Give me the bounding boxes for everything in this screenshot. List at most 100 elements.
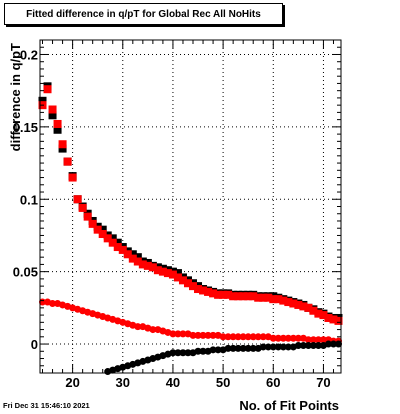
data-point-circle [309,336,317,344]
data-point-square [264,293,273,302]
data-point-square [183,279,192,288]
data-point-square [304,303,313,312]
data-point-square [133,253,142,262]
data-point-square [143,261,152,270]
data-point-circle [214,346,222,354]
data-point-circle [174,330,182,338]
data-point-square [334,316,343,325]
data-point-square [48,105,57,114]
data-point-square [219,290,228,299]
data-point-circle [249,333,257,341]
data-point-square [48,111,57,120]
x-tick-label: 40 [166,375,180,390]
data-point-square [58,140,67,149]
data-point-square [173,273,182,282]
data-point-square [123,250,132,259]
data-point-circle [239,333,247,341]
data-point-circle [314,341,322,349]
data-point-square [239,292,248,301]
x-tick-label: 50 [216,375,230,390]
data-point-circle [199,331,207,339]
data-point-circle [209,346,217,354]
data-point-circle [209,331,217,339]
data-point-square [194,285,203,294]
data-point-circle [169,330,177,338]
data-point-square [68,173,77,182]
data-point-circle [194,347,202,355]
data-point-square [103,234,112,243]
data-point-circle [254,333,262,341]
y-tick-label: 0.05 [13,265,38,280]
data-point-square [229,292,238,301]
data-point-square [118,245,127,254]
data-point-circle [319,336,327,344]
data-point-circle [304,336,312,344]
data-point-circle [194,331,202,339]
data-point-square [173,269,182,278]
data-point-circle [304,341,312,349]
data-point-square [309,306,318,315]
data-point-circle [274,334,282,342]
x-tick-label: 70 [316,375,330,390]
data-point-square [244,292,253,301]
data-point-square [133,257,142,266]
data-point-square [199,286,208,295]
data-point-square [43,85,52,94]
data-point-square [148,263,157,272]
data-point-square [269,295,278,304]
data-point-square [168,270,177,279]
x-tick-label: 60 [266,375,280,390]
axis-ticks: 20 30 40 50 60 70 0 0.05 0.1 0.15 0.2 [13,39,341,390]
data-point-square [73,195,82,204]
data-point-circle [234,333,242,341]
data-point-square [63,157,72,166]
data-point-circle [244,344,252,352]
data-point-square [108,238,117,247]
x-axis-title: No. of Fit Points [239,398,339,413]
data-point-circle [234,344,242,352]
x-tick-label: 30 [116,375,130,390]
data-point-circle [289,334,297,342]
data-point-circle [239,344,247,352]
data-point-circle [324,340,332,348]
data-point-square [279,296,288,305]
data-point-circle [249,344,257,352]
data-point-square [284,298,293,307]
data-point-circle [299,341,307,349]
data-point-circle [49,300,57,308]
data-point-circle [179,330,187,338]
data-point-square [38,96,47,105]
data-point-circle [294,334,302,342]
data-point-circle [279,343,287,351]
timestamp: Fri Dec 31 15:46:10 2021 [3,401,90,410]
data-point-circle [134,323,142,331]
data-point-square [178,276,187,285]
data-point-square [113,243,122,252]
data-point-square [294,300,303,309]
data-point-circle [274,343,282,351]
data-point-circle [219,333,227,341]
data-point-circle [279,334,287,342]
y-tick-label: 0 [31,337,38,352]
data-point-circle [204,331,212,339]
data-point-circle [229,344,237,352]
data-point-square [204,287,213,296]
data-point-square [93,225,102,234]
data-point-square [299,302,308,311]
data-point-circle [199,347,207,355]
data-point-square [113,238,122,247]
y-axis-title: difference in q/pT [8,43,23,151]
data-point-circle [269,334,277,342]
data-point-square [259,293,268,302]
data-point-square [78,203,87,212]
data-point-square [138,260,147,269]
data-point-square [58,144,67,153]
chart-title-box: Fitted difference in q/pT for Global Rec… [4,3,283,25]
y-tick-label: 0.1 [20,192,38,207]
data-point-circle [184,349,192,357]
data-point-circle [269,343,277,351]
chart-title: Fitted difference in q/pT for Global Rec… [26,8,261,20]
data-point-square [128,250,137,259]
data-point-square [98,230,107,239]
